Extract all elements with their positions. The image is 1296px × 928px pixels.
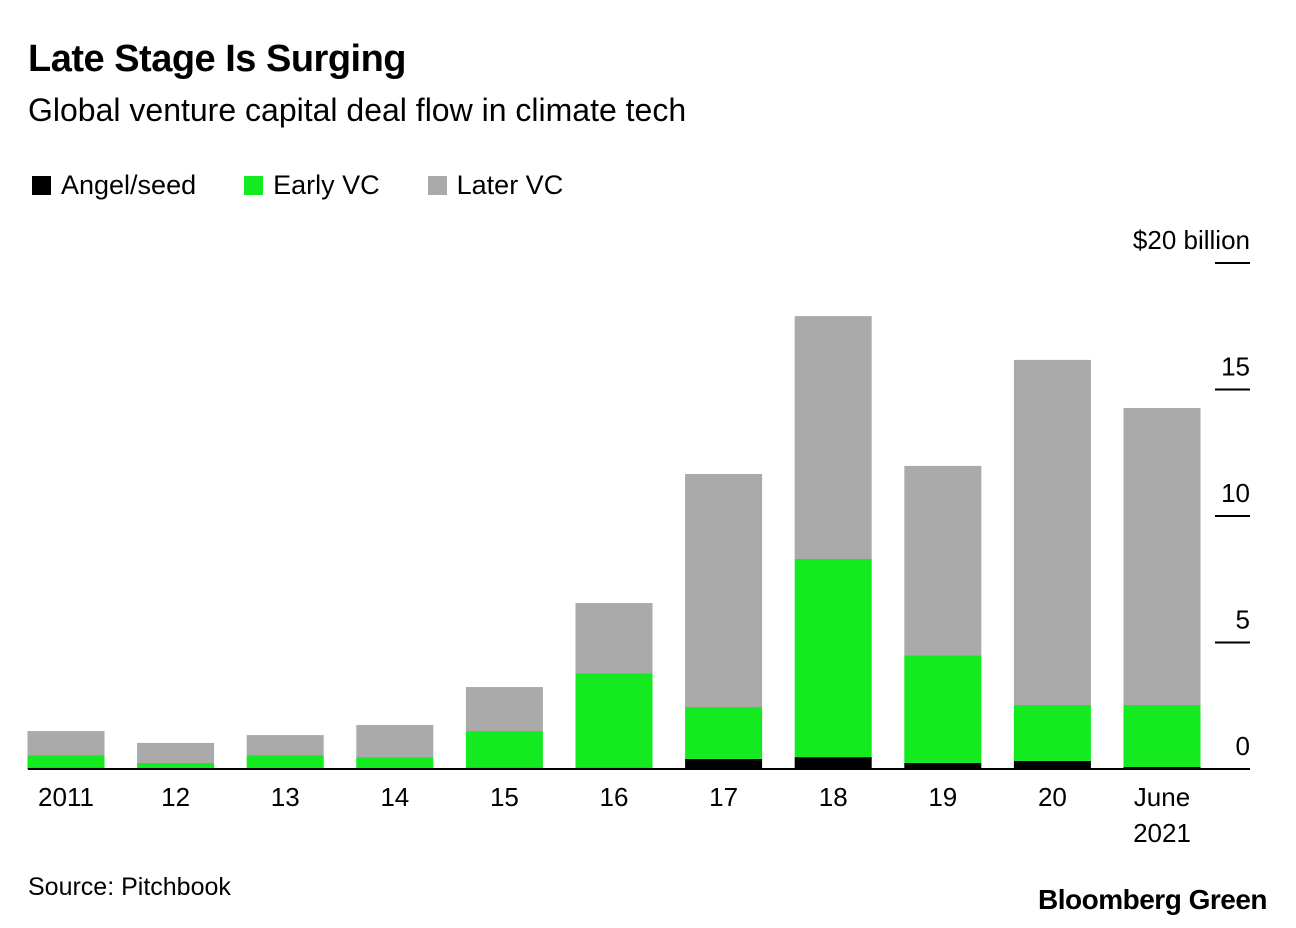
bar-segment-angel-seed <box>1013 760 1091 769</box>
bar-segment-later-vc <box>246 735 324 756</box>
legend-swatch <box>427 176 447 195</box>
bar-segment-later-vc <box>1013 359 1091 705</box>
bar-segment-early-vc <box>1123 704 1201 767</box>
legend-swatch <box>32 176 51 195</box>
x-tick-label: 2011 <box>38 782 94 812</box>
bar-segment-later-vc <box>27 731 105 756</box>
bar-segment-later-vc <box>794 316 872 560</box>
x-tick-label: 13 <box>271 782 300 812</box>
chart-title: Late Stage Is Surging <box>28 38 407 80</box>
bar-segment-later-vc <box>1123 407 1201 705</box>
bar-segment-angel-seed <box>685 758 763 769</box>
bar-segment-early-vc <box>27 755 105 768</box>
x-tick-label: 14 <box>380 782 409 812</box>
legend-label: Angel/seed <box>61 170 197 200</box>
bar-segment-early-vc <box>575 673 653 768</box>
legend-swatch <box>244 176 264 195</box>
chart-subtitle: Global venture capital deal flow in clim… <box>28 92 687 128</box>
legend-item-later-vc: Later VC <box>427 170 564 201</box>
bar-segment-angel-seed <box>794 757 872 769</box>
x-tick-label: 2021 <box>1133 818 1191 848</box>
y-tick-label: 15 <box>1221 352 1250 382</box>
bar-segment-later-vc <box>137 742 215 763</box>
x-tick-label: 16 <box>600 782 629 812</box>
bar-segment-early-vc <box>794 559 872 758</box>
legend-item-angel-seed: Angel/seed <box>32 170 196 201</box>
y-tick-label: 0 <box>1236 731 1250 761</box>
bar-segment-later-vc <box>465 687 543 732</box>
x-tick-label: 20 <box>1038 782 1067 812</box>
bar-segment-early-vc <box>137 762 215 769</box>
legend-label: Early VC <box>273 170 380 200</box>
bloomberg-green-logo: Bloomberg Green <box>1038 884 1267 915</box>
source-note: Source: Pitchbook <box>28 873 231 901</box>
bar-segment-early-vc <box>1013 704 1091 761</box>
y-tick-label: 5 <box>1236 605 1250 635</box>
x-tick-label: 12 <box>161 782 190 812</box>
legend: Angel/seed Early VC Later VC <box>32 170 563 201</box>
legend-item-early-vc: Early VC <box>244 170 380 201</box>
x-tick-label: 19 <box>928 782 957 812</box>
bar-segment-early-vc <box>246 755 324 769</box>
bar-segment-later-vc <box>356 724 434 758</box>
bar-segment-angel-seed <box>1123 766 1201 769</box>
x-tick-label: 18 <box>819 782 848 812</box>
bar-segment-early-vc <box>685 707 763 759</box>
x-tick-label: June <box>1134 782 1190 812</box>
legend-label: Later VC <box>456 170 564 200</box>
bar-segment-early-vc <box>904 655 982 763</box>
x-tick-label: 17 <box>709 782 738 812</box>
bar-segment-later-vc <box>685 474 763 708</box>
bar-segment-early-vc <box>356 757 434 769</box>
y-tick-label: 10 <box>1221 478 1250 508</box>
bar-segment-early-vc <box>465 731 543 768</box>
bar-segment-later-vc <box>575 603 653 674</box>
bar-segment-later-vc <box>904 465 982 656</box>
bar-segment-angel-seed <box>904 762 982 769</box>
x-tick-label: 15 <box>490 782 519 812</box>
y-tick-label: $20 billion <box>1133 225 1250 255</box>
